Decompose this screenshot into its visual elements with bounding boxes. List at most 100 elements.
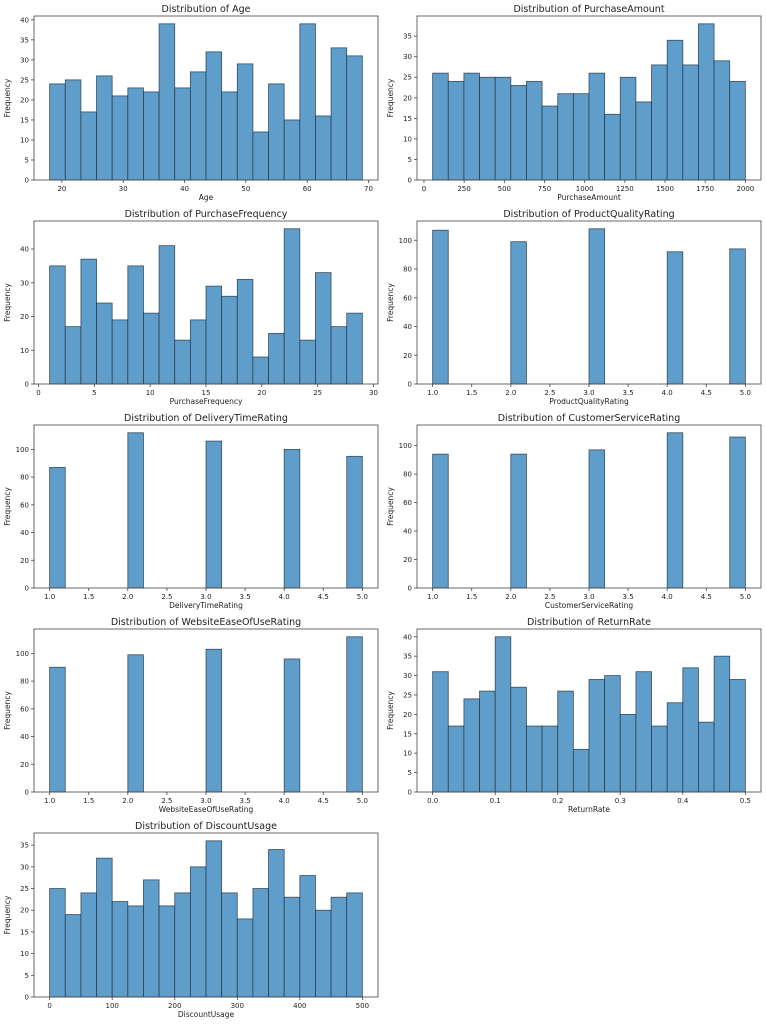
x-tick-label: 3.5 bbox=[623, 389, 634, 397]
histogram-purchaseamount: 0 250 500 750 1000 1250 1500 1750 2000 0 5 10 15 20 25… bbox=[386, 4, 762, 202]
x-tick-label: 1.0 bbox=[427, 389, 438, 397]
x-axis-label: DiscountUsage bbox=[178, 1010, 235, 1019]
histogram-bar bbox=[158, 23, 176, 181]
histogram-bar bbox=[80, 111, 97, 181]
x-tick-label: 0.4 bbox=[677, 797, 689, 805]
x-tick-label: 1.0 bbox=[44, 797, 55, 805]
histogram-bar bbox=[252, 131, 269, 181]
x-tick-label: 2000 bbox=[736, 185, 754, 193]
histogram-bar bbox=[635, 671, 652, 793]
y-tick-label: 15 bbox=[403, 730, 412, 738]
histogram-bar bbox=[283, 896, 301, 998]
histogram-bar bbox=[127, 905, 144, 998]
chart-title: Distribution of CustomerServiceRating bbox=[498, 413, 681, 424]
histogram-bar bbox=[315, 115, 332, 181]
histogram-bar bbox=[96, 302, 113, 385]
x-tick-label: 25 bbox=[313, 389, 322, 397]
histogram-returnrate: 0.0 0.1 0.2 0.3 0.4 0.5 0 5 10 15 20 25 30 35 40 Distri… bbox=[386, 617, 762, 814]
x-tick-label: 500 bbox=[498, 185, 511, 193]
y-tick-label: 20 bbox=[20, 907, 29, 915]
histogram-bar bbox=[557, 93, 574, 181]
x-tick-label: 0.1 bbox=[490, 797, 501, 805]
chart-title: Distribution of PurchaseFrequency bbox=[125, 209, 288, 220]
x-tick-label: 70 bbox=[364, 185, 373, 193]
x-tick-label: 100 bbox=[105, 1002, 118, 1010]
histogram-age: 20 30 40 50 60 70 0 5 10 15 20 25 30 35 40 Distribution… bbox=[3, 4, 379, 202]
histogram-bar bbox=[80, 258, 97, 385]
x-tick-label: 1000 bbox=[576, 185, 594, 193]
y-axis-label: Frequency bbox=[386, 78, 395, 117]
histogram-bar bbox=[510, 453, 527, 589]
y-tick-label: 100 bbox=[16, 446, 29, 454]
x-tick-label: 4.5 bbox=[701, 593, 712, 601]
y-tick-label: 35 bbox=[403, 33, 412, 41]
y-tick-label: 15 bbox=[20, 116, 29, 124]
histogram-discountusage: 0 100 200 300 400 500 0 5 10 15 20 25 30 35 Distributi… bbox=[3, 821, 379, 1019]
histogram-bar bbox=[510, 686, 527, 793]
histogram-bar bbox=[713, 655, 731, 793]
x-tick-label: 1.5 bbox=[83, 593, 94, 601]
y-tick-label: 15 bbox=[20, 928, 29, 936]
x-tick-label: 250 bbox=[457, 185, 470, 193]
x-tick-label: 2.0 bbox=[122, 593, 133, 601]
y-tick-label: 35 bbox=[20, 36, 29, 44]
x-tick-label: 4.5 bbox=[701, 389, 712, 397]
histogram-bar bbox=[189, 866, 207, 998]
chart-title: Distribution of ProductQualityRating bbox=[503, 209, 674, 220]
histogram-bar bbox=[588, 679, 606, 793]
histogram-bar bbox=[205, 51, 223, 181]
x-tick-label: 3.5 bbox=[623, 593, 634, 601]
x-tick-label: 4.0 bbox=[279, 593, 290, 601]
histogram-bar bbox=[432, 671, 449, 793]
histogram-bar bbox=[526, 80, 543, 181]
x-tick-label: 2.5 bbox=[544, 593, 555, 601]
y-tick-label: 0 bbox=[25, 789, 29, 797]
x-tick-label: 5.0 bbox=[740, 593, 751, 601]
x-tick-label: 20 bbox=[257, 389, 266, 397]
histogram-bar bbox=[174, 892, 191, 998]
y-axis-label: Frequency bbox=[386, 487, 395, 526]
histogram-bar bbox=[268, 332, 285, 385]
histogram-bar bbox=[432, 453, 449, 589]
y-tick-label: 0 bbox=[25, 177, 29, 185]
x-tick-label: 400 bbox=[293, 1002, 306, 1010]
histogram-bar bbox=[49, 83, 66, 181]
x-axis-label: Age bbox=[199, 193, 214, 202]
y-tick-label: 40 bbox=[403, 323, 412, 331]
chart-title: Distribution of ReturnRate bbox=[527, 617, 651, 628]
y-tick-label: 10 bbox=[403, 135, 412, 143]
histogram-bar bbox=[588, 449, 606, 589]
y-tick-label: 100 bbox=[399, 442, 412, 450]
x-axis-label: PurchaseFrequency bbox=[170, 397, 243, 406]
histogram-bar bbox=[432, 72, 449, 181]
histogram-bar bbox=[463, 698, 480, 793]
y-tick-label: 30 bbox=[20, 56, 29, 64]
histogram-bar bbox=[158, 245, 176, 385]
histogram-bar bbox=[479, 76, 496, 181]
histogram-bar bbox=[315, 909, 332, 998]
x-tick-label: 2.5 bbox=[544, 389, 555, 397]
histogram-bar bbox=[666, 251, 684, 385]
histogram-bar bbox=[283, 658, 301, 793]
histogram-bar bbox=[96, 75, 113, 181]
x-tick-label: 4.0 bbox=[279, 797, 290, 805]
histogram-bar bbox=[729, 80, 746, 181]
x-tick-label: 1.0 bbox=[44, 593, 55, 601]
histogram-deliverytimerating: 1.0 1.5 2.0 2.5 3.0 3.5 4.0 4.5 5.0 0 20 40 60 80 100 D… bbox=[3, 413, 379, 610]
y-tick-label: 20 bbox=[20, 557, 29, 565]
axes-frame bbox=[416, 628, 762, 793]
x-axis-label: ReturnRate bbox=[568, 805, 610, 814]
histogram-bar bbox=[682, 64, 699, 181]
histogram-websiteeaseofuserating: 1.0 1.5 2.0 2.5 3.0 3.5 4.0 4.5 5.0 0 20 40 60 80 100 D… bbox=[3, 617, 379, 814]
x-tick-label: 1250 bbox=[616, 185, 634, 193]
histogram-bar bbox=[541, 105, 559, 181]
histogram-bar bbox=[49, 666, 66, 793]
histogram-bar bbox=[346, 455, 363, 589]
x-tick-label: 5.0 bbox=[357, 797, 368, 805]
histogram-bar bbox=[698, 23, 715, 181]
y-tick-label: 20 bbox=[403, 352, 412, 360]
x-tick-label: 0 bbox=[47, 1002, 51, 1010]
x-tick-label: 0 bbox=[422, 185, 426, 193]
y-tick-label: 10 bbox=[403, 750, 412, 758]
histogram-bar bbox=[205, 440, 223, 589]
